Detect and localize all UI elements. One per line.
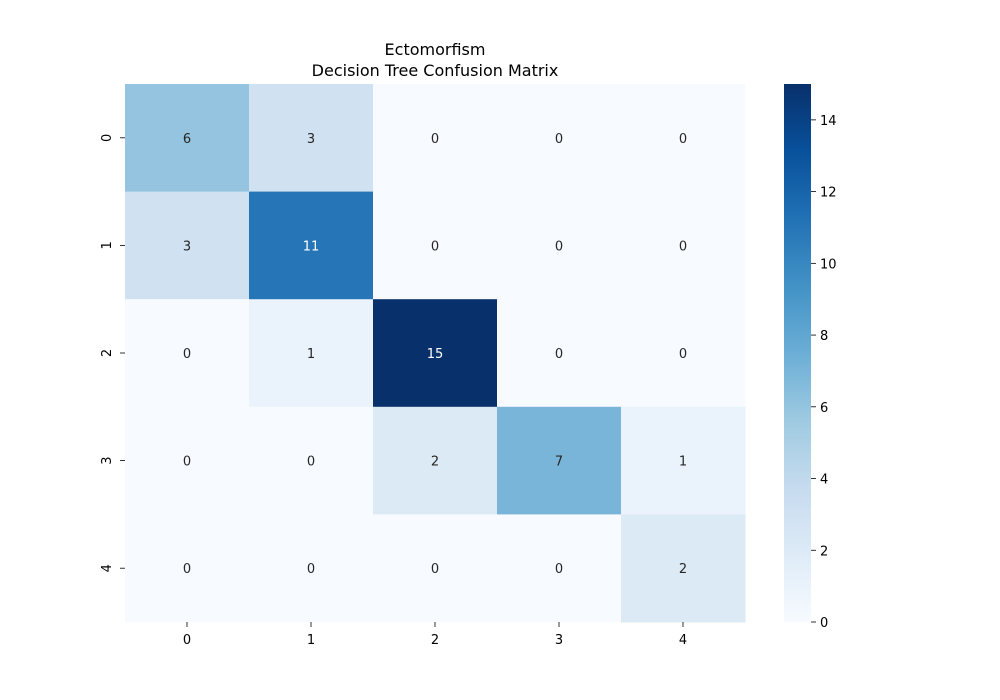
cell-value-1-4: 0 xyxy=(679,239,687,254)
x-axis: 0 1 2 3 4 xyxy=(183,622,687,648)
heatmap-cell-2-0 xyxy=(125,299,250,408)
colorbar-tick-label-7: 14 xyxy=(820,114,837,129)
colorbar-gradient xyxy=(784,84,811,622)
heatmap-cell-0-0 xyxy=(125,84,250,193)
y-tick-label-3: 3 xyxy=(100,456,115,464)
heatmap-cell-1-3 xyxy=(497,191,622,300)
colorbar: 0 2 4 6 8 10 12 14 xyxy=(784,84,837,631)
cell-value-0-4: 0 xyxy=(679,132,687,147)
heatmap-cell-4-1 xyxy=(249,514,374,623)
cell-value-0-2: 0 xyxy=(431,132,439,147)
y-tick-label-4: 4 xyxy=(100,564,115,572)
x-tick-label-4: 4 xyxy=(679,633,687,648)
colorbar-tick-label-0: 0 xyxy=(820,616,828,631)
cell-value-4-3: 0 xyxy=(555,562,563,577)
heatmap-cell-3-2 xyxy=(373,406,498,515)
cell-value-1-1: 11 xyxy=(303,239,320,254)
cell-value-3-4: 1 xyxy=(679,455,687,470)
x-tick-label-3: 3 xyxy=(555,633,563,648)
heatmap-cell-4-2 xyxy=(373,514,498,623)
heatmap-cell-2-1 xyxy=(249,299,374,408)
heatmap-cell-1-4 xyxy=(621,191,746,300)
heatmap-cell-1-0 xyxy=(125,191,250,300)
heatmap-cell-2-3 xyxy=(497,299,622,408)
x-tick-label-1: 1 xyxy=(307,633,315,648)
cell-value-2-4: 0 xyxy=(679,347,687,362)
cell-value-0-3: 0 xyxy=(555,132,563,147)
heatmap-cell-0-1 xyxy=(249,84,374,193)
heatmap-cell-0-2 xyxy=(373,84,498,193)
heatmap-cells xyxy=(125,84,746,623)
heatmap-cell-2-2 xyxy=(373,299,498,408)
colorbar-tick-label-3: 6 xyxy=(820,401,828,416)
cell-value-2-3: 0 xyxy=(555,347,563,362)
cell-value-4-4: 2 xyxy=(679,562,687,577)
cell-value-4-0: 0 xyxy=(183,562,191,577)
heatmap-cell-4-4 xyxy=(621,514,746,623)
cell-value-3-2: 2 xyxy=(431,455,439,470)
cell-value-2-1: 1 xyxy=(307,347,315,362)
heatmap-cell-1-2 xyxy=(373,191,498,300)
cell-value-4-1: 0 xyxy=(307,562,315,577)
heatmap-cell-4-0 xyxy=(125,514,250,623)
colorbar-tick-label-5: 10 xyxy=(820,257,837,272)
cell-value-0-1: 3 xyxy=(307,132,315,147)
cell-value-1-0: 3 xyxy=(183,239,191,254)
heatmap-cell-0-4 xyxy=(621,84,746,193)
y-tick-label-2: 2 xyxy=(100,349,115,357)
cell-value-2-0: 0 xyxy=(183,347,191,362)
heatmap-cell-0-3 xyxy=(497,84,622,193)
cell-labels: 6 3 0 0 0 3 11 0 0 0 0 1 15 0 0 0 0 2 7 1 0 0 0 0 2 xyxy=(183,132,687,577)
heatmap-cell-3-0 xyxy=(125,406,250,515)
x-tick-label-0: 0 xyxy=(183,633,191,648)
cell-value-4-2: 0 xyxy=(431,562,439,577)
heatmap-cell-3-3 xyxy=(497,406,622,515)
cell-value-3-0: 0 xyxy=(183,455,191,470)
cell-value-3-1: 0 xyxy=(307,455,315,470)
cell-value-3-3: 7 xyxy=(555,455,563,470)
cell-value-0-0: 6 xyxy=(183,132,191,147)
heatmap-cell-1-1 xyxy=(249,191,374,300)
colorbar-tick-label-4: 8 xyxy=(820,329,828,344)
heatmap-cell-4-3 xyxy=(497,514,622,623)
heatmap-cell-3-4 xyxy=(621,406,746,515)
cell-value-2-2: 15 xyxy=(427,347,444,362)
x-tick-label-2: 2 xyxy=(431,633,439,648)
cell-value-1-3: 0 xyxy=(555,239,563,254)
y-tick-label-1: 1 xyxy=(100,241,115,249)
y-tick-label-0: 0 xyxy=(100,134,115,142)
colorbar-tick-label-1: 2 xyxy=(820,544,828,559)
chart-subtitle: Decision Tree Confusion Matrix xyxy=(312,61,559,80)
y-axis: 0 1 2 3 4 xyxy=(100,134,125,572)
chart-title: Ectomorfism xyxy=(385,40,486,59)
heatmap-cell-3-1 xyxy=(249,406,374,515)
colorbar-tick-label-2: 4 xyxy=(820,473,828,488)
cell-value-1-2: 0 xyxy=(431,239,439,254)
heatmap-cell-2-4 xyxy=(621,299,746,408)
colorbar-tick-label-6: 12 xyxy=(820,186,837,201)
